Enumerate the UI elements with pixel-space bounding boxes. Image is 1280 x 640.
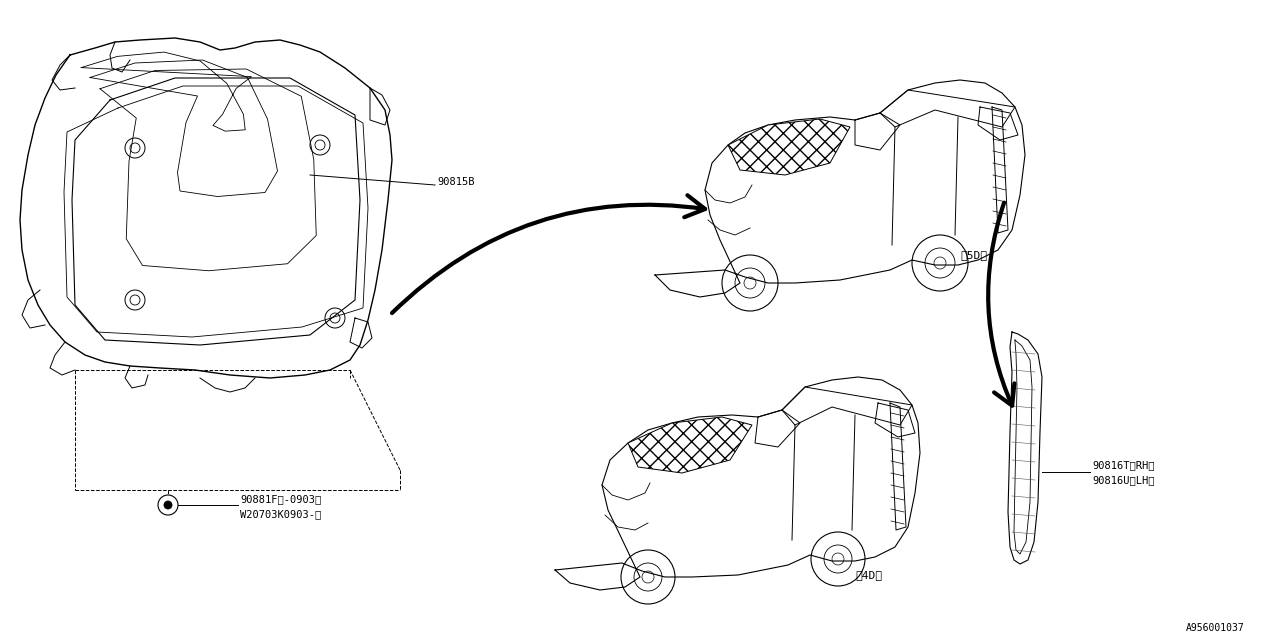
Polygon shape bbox=[628, 417, 753, 473]
FancyArrowPatch shape bbox=[392, 195, 705, 313]
Text: ＜4D＞: ＜4D＞ bbox=[855, 570, 882, 580]
Text: 90881F（-0903）: 90881F（-0903） bbox=[241, 494, 321, 504]
Text: ＜5D＞: ＜5D＞ bbox=[960, 250, 987, 260]
Circle shape bbox=[164, 501, 172, 509]
Polygon shape bbox=[728, 119, 850, 175]
Text: W20703K0903-）: W20703K0903-） bbox=[241, 509, 321, 519]
Text: 90815B: 90815B bbox=[436, 177, 475, 187]
Text: 90816U＜LH＞: 90816U＜LH＞ bbox=[1092, 475, 1155, 485]
FancyArrowPatch shape bbox=[988, 203, 1014, 406]
Text: A956001037: A956001037 bbox=[1187, 623, 1245, 633]
Text: 90816T＜RH＞: 90816T＜RH＞ bbox=[1092, 460, 1155, 470]
